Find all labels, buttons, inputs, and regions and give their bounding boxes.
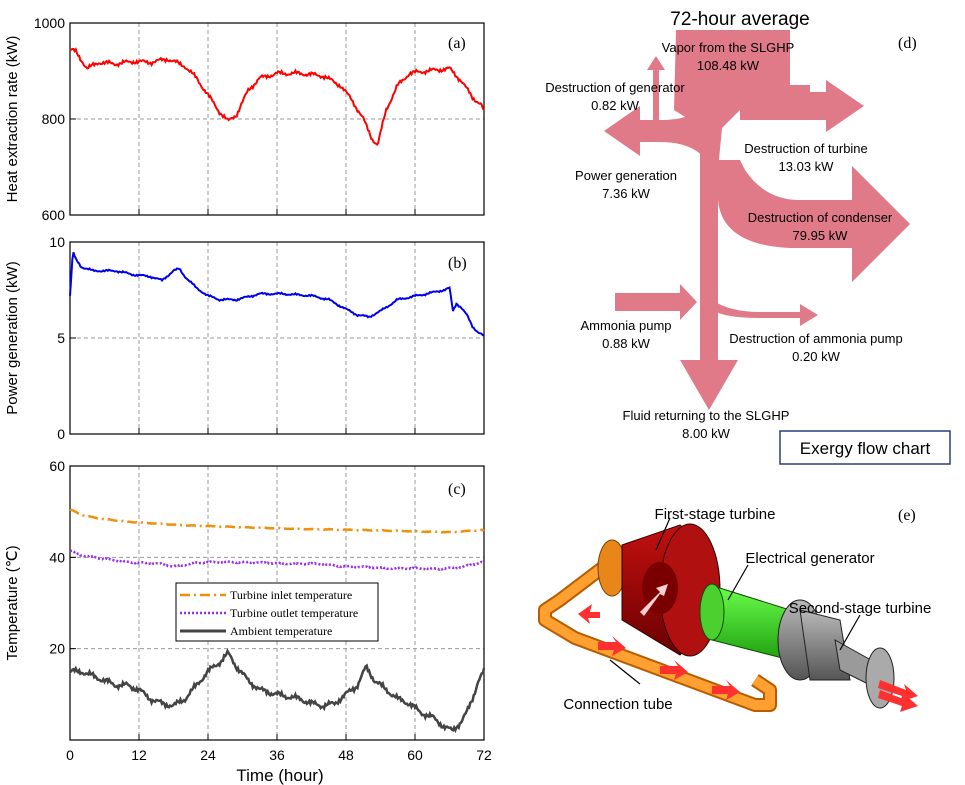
sankey-turbine-destruction-arrow xyxy=(740,80,864,132)
flow-value-generator: 0.82 kW xyxy=(591,98,639,113)
x-tick-label: 36 xyxy=(269,747,285,763)
ambient-temperature-line xyxy=(69,648,486,734)
flow-name-returning: Fluid returning to the SLGHP xyxy=(623,408,790,423)
panel-d-sankey: 72-hour average (d) Vapor from the SLGHP… xyxy=(545,9,951,465)
second-stage-turbine xyxy=(799,609,851,681)
sankey-returning-fluid-arrow xyxy=(680,300,738,410)
heat-extraction-line xyxy=(69,47,485,147)
callout-first-stage xyxy=(655,517,671,551)
panel-c: 20 40 60 0 12 24 36 48 60 72 Temperature (℃) Tim… xyxy=(4,458,492,785)
flow-value-vapor: 108.48 kW xyxy=(697,58,760,73)
x-tick-label: 24 xyxy=(200,747,216,763)
panel-b-ylabel: Power generation (kW) xyxy=(4,261,21,414)
panel-e-label: (e) xyxy=(898,507,916,524)
panel-b: 0 5 10 Power generation (kW) (b) xyxy=(4,234,485,442)
sankey-power-generation-arrow xyxy=(604,106,718,170)
panel-c-label: (c) xyxy=(448,481,466,498)
label-electrical-generator: Electrical generator xyxy=(745,550,874,567)
flow-name-turbine: Destruction of turbine xyxy=(744,141,868,156)
tube-flow-arrows xyxy=(578,604,740,700)
panel-e-turbine-illustration: (e) First-stage turbine xyxy=(538,506,932,713)
panel-c-legend: Turbine inlet temperature Turbine outlet… xyxy=(175,582,379,642)
legend-ambient-label: Ambient temperature xyxy=(230,624,332,638)
label-second-stage-turbine: Second-stage turbine xyxy=(789,600,932,617)
x-tick-label: 60 xyxy=(407,747,423,763)
y-tick-label: 20 xyxy=(49,641,65,657)
generator-end-cap xyxy=(699,583,725,641)
panel-a-label: (a) xyxy=(448,35,466,52)
y-tick-label: 60 xyxy=(49,458,65,474)
label-first-stage-turbine: First-stage turbine xyxy=(655,506,776,523)
sankey-condenser-destruction-arrow xyxy=(718,160,910,282)
x-tick-label: 12 xyxy=(131,747,147,763)
panel-b-label: (b) xyxy=(448,255,467,272)
flow-value-condenser: 79.95 kW xyxy=(793,228,849,243)
y-tick-label: 1000 xyxy=(34,15,65,31)
y-tick-label: 800 xyxy=(42,111,66,127)
exhaust-arrows xyxy=(878,680,918,712)
sankey-pump-destruction-arrow xyxy=(712,300,818,326)
connection-tube xyxy=(540,552,775,710)
callout-second-stage xyxy=(839,614,861,651)
panel-a-ylabel: Heat extraction rate (kW) xyxy=(4,36,21,203)
y-tick-label: 600 xyxy=(42,207,66,223)
panel-d-label: (d) xyxy=(898,35,917,52)
panel-a: 600 800 1000 Heat extraction rate (kW) (a) xyxy=(4,15,485,223)
callout-generator xyxy=(727,564,749,601)
exergy-box-label: Exergy flow chart xyxy=(800,439,931,458)
flow-value-power: 7.36 kW xyxy=(602,186,650,201)
flow-name-generator: Destruction of generator xyxy=(545,80,685,95)
label-connection-tube: Connection tube xyxy=(563,696,672,713)
flow-value-turbine: 13.03 kW xyxy=(779,159,835,174)
power-generation-line xyxy=(69,252,485,337)
legend-inlet-label: Turbine inlet temperature xyxy=(230,588,352,602)
y-tick-label: 40 xyxy=(49,549,65,565)
x-tick-label: 0 xyxy=(66,747,74,763)
y-tick-label: 0 xyxy=(57,426,65,442)
flow-name-ammonia-pump: Ammonia pump xyxy=(580,318,671,333)
sankey-title: 72-hour average xyxy=(670,9,809,30)
flow-name-vapor: Vapor from the SLGHP xyxy=(662,40,795,55)
callout-connection-tube xyxy=(609,659,641,685)
flow-name-pump-destruction: Destruction of ammonia pump xyxy=(729,331,902,346)
turbine-outlet-temperature-line xyxy=(69,549,485,572)
y-tick-label: 5 xyxy=(57,330,65,346)
y-tick-label: 10 xyxy=(49,234,65,250)
sankey-generator-destruction-arrow xyxy=(647,56,665,132)
flow-name-power: Power generation xyxy=(575,168,677,183)
flow-name-condenser: Destruction of condenser xyxy=(748,210,893,225)
flow-value-ammonia-pump: 0.88 kW xyxy=(602,336,650,351)
turbine-inlet-temperature-line xyxy=(69,508,485,534)
legend-outlet-label: Turbine outlet temperature xyxy=(230,606,358,620)
x-tick-label: 72 xyxy=(476,747,492,763)
panel-c-xlabel: Time (hour) xyxy=(236,766,323,785)
flow-value-pump-destruction: 0.20 kW xyxy=(792,349,840,364)
panel-c-ylabel: Temperature (℃) xyxy=(4,545,21,660)
exergy-box xyxy=(779,430,951,465)
panel-a-grid xyxy=(70,23,484,215)
x-tick-label: 48 xyxy=(338,747,354,763)
inlet-flow-arrow xyxy=(640,584,668,616)
flow-value-returning: 8.00 kW xyxy=(682,426,730,441)
sankey-ammonia-pump-arrow xyxy=(615,284,697,320)
panel-b-grid xyxy=(70,242,484,434)
